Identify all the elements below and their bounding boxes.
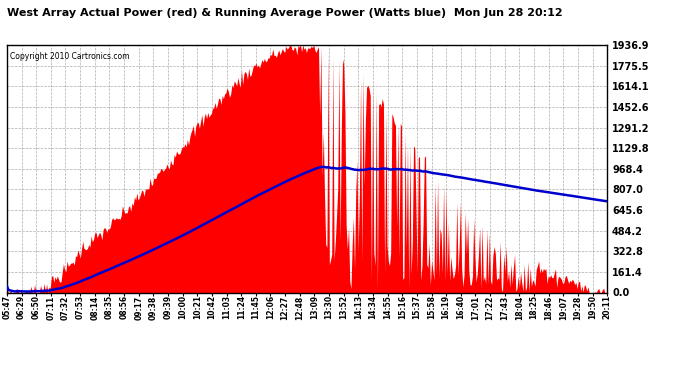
Text: West Array Actual Power (red) & Running Average Power (Watts blue)  Mon Jun 28 2: West Array Actual Power (red) & Running … [7, 8, 562, 18]
Text: Copyright 2010 Cartronics.com: Copyright 2010 Cartronics.com [10, 53, 130, 62]
